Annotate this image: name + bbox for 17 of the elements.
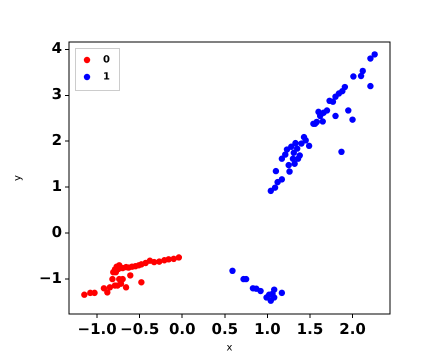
- x-tick-label: −1.0: [78, 320, 117, 338]
- x-tick-label: 1.0: [254, 320, 281, 338]
- x-tick-label: 0.5: [212, 320, 238, 338]
- y-tick-label: −1: [38, 268, 62, 287]
- x-tick-label: 2.0: [339, 320, 366, 338]
- y-tick-label: 2: [52, 131, 62, 150]
- x-tick-label: 1.5: [296, 320, 324, 338]
- y-tick-label: 1: [52, 177, 62, 196]
- y-tick-label: 4: [52, 39, 62, 58]
- legend-label: 1: [103, 72, 110, 83]
- legend-label: 0: [103, 54, 110, 66]
- x-tick-label: 0.0: [168, 320, 196, 338]
- x-axis-title: x: [226, 342, 233, 354]
- y-tick-label: 3: [52, 85, 62, 104]
- x-tick-label: −0.5: [120, 320, 160, 338]
- y-axis-title: y: [12, 174, 24, 181]
- y-tick-label: 0: [52, 223, 62, 242]
